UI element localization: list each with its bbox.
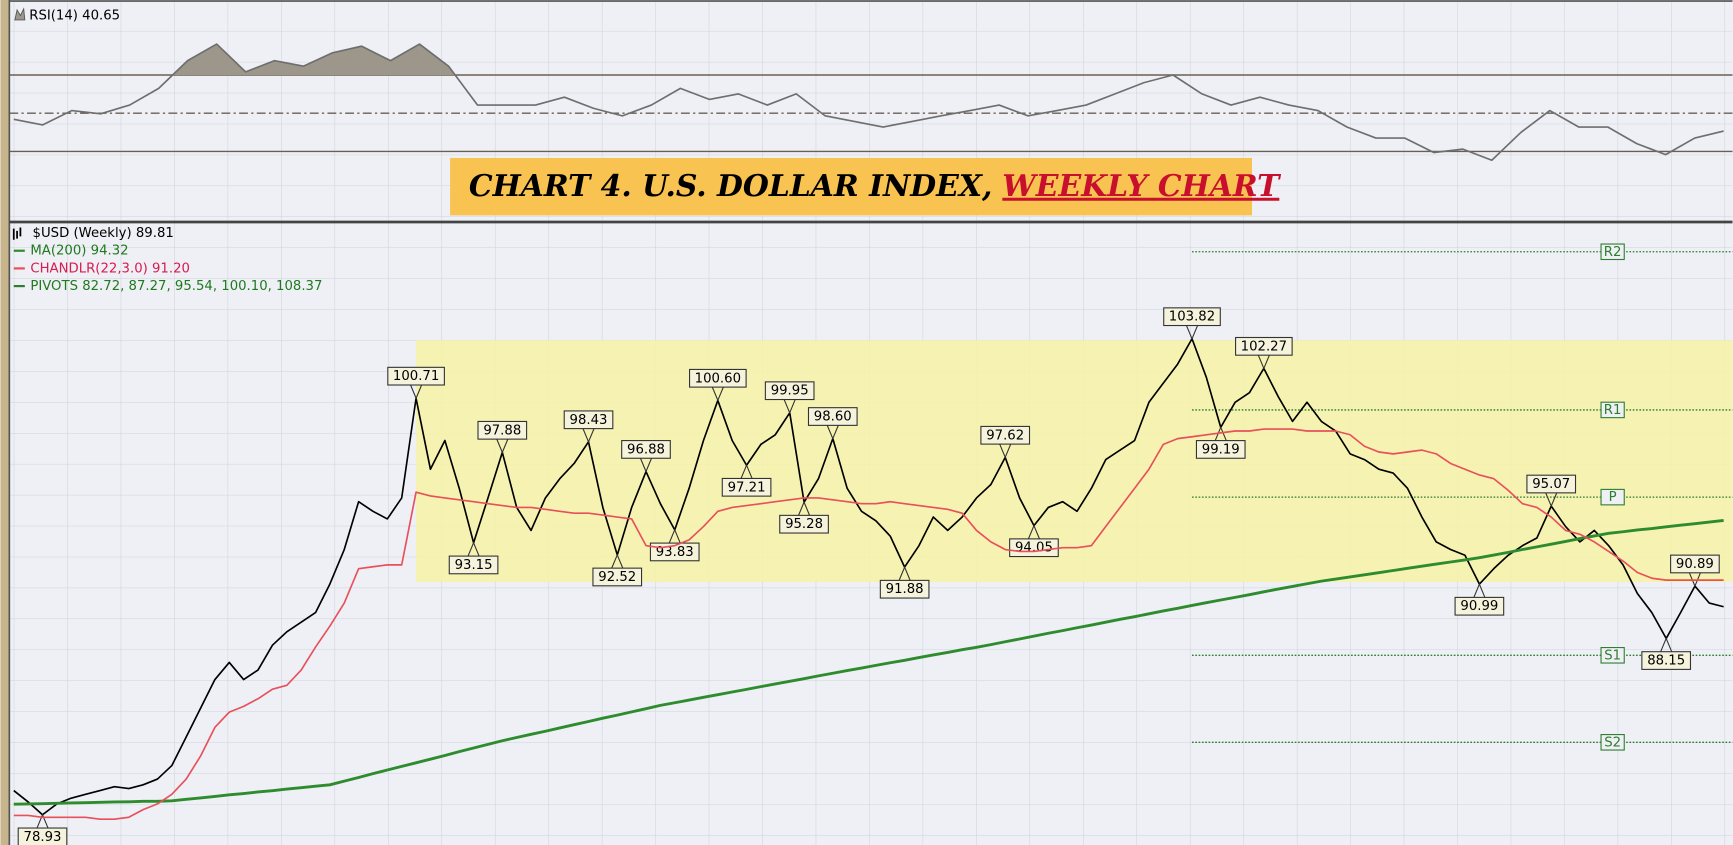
- label-box: [1454, 596, 1505, 616]
- highlight-band: [416, 340, 1733, 583]
- label-box: [1235, 336, 1293, 356]
- data-label: 90.99: [1460, 599, 1498, 614]
- label-box: [448, 555, 499, 575]
- data-label: 93.83: [656, 545, 694, 560]
- pivot-label-box: [1600, 243, 1625, 261]
- data-label: 97.21: [728, 480, 766, 495]
- price-icon: [12, 227, 22, 240]
- label-pointer: [1027, 524, 1040, 540]
- legend: $USD (Weekly) 89.81 MA(200) 94.32 CHANDLR(…: [12, 226, 322, 294]
- pivot-label-box: [1600, 734, 1625, 751]
- label-pointer: [999, 443, 1012, 459]
- data-label: 88.15: [1647, 654, 1685, 669]
- rsi-legend: RSI(14) 40.65: [29, 8, 120, 23]
- label-pointer: [1688, 572, 1701, 588]
- rsi-overbought-area: [13, 44, 1724, 76]
- label-box: [764, 381, 815, 401]
- data-label: 99.19: [1202, 442, 1240, 457]
- label-pointer: [826, 425, 839, 441]
- label-pointer: [1473, 582, 1486, 598]
- data-label: 94.05: [1015, 541, 1053, 556]
- pivot-label-box: [1600, 488, 1625, 506]
- label-pointer: [410, 384, 423, 400]
- title-emphasis: WEEKLY CHART: [1002, 169, 1281, 204]
- label-pointer: [1545, 492, 1558, 508]
- data-label: 92.52: [598, 570, 636, 585]
- data-label: 102.27: [1241, 339, 1287, 354]
- label-box: [1163, 307, 1221, 327]
- label-box: [387, 366, 445, 386]
- series-line: [13, 519, 1724, 806]
- title-main: CHART 4. U.S. DOLLAR INDEX,: [469, 169, 993, 204]
- pivot-label: S1: [1604, 648, 1621, 663]
- label-pointer: [1214, 425, 1227, 441]
- left-frame: [0, 0, 10, 845]
- label-box: [17, 827, 68, 845]
- label-box: [689, 368, 747, 388]
- data-label: 90.89: [1676, 557, 1714, 572]
- pivot-label: R1: [1604, 403, 1622, 418]
- label-pointer: [711, 386, 724, 402]
- label-box: [980, 425, 1031, 445]
- label-box: [592, 567, 643, 587]
- label-box: [807, 407, 858, 426]
- legend-entry: MA(200) 94.32: [30, 244, 128, 259]
- label-box: [1670, 554, 1720, 574]
- label-pointer: [496, 438, 509, 454]
- legend-entry: $USD (Weekly) 89.81: [33, 226, 174, 241]
- data-label: 97.62: [986, 428, 1024, 443]
- data-label: 100.71: [393, 369, 439, 384]
- label-box: [779, 514, 829, 534]
- label-pointer: [611, 553, 624, 569]
- label-box: [879, 579, 930, 599]
- label-pointer: [639, 458, 653, 473]
- series-line: [13, 337, 1724, 816]
- data-label: 95.07: [1532, 477, 1570, 492]
- data-label: 93.15: [455, 558, 493, 573]
- label-pointer: [798, 500, 811, 516]
- pivot-label: R2: [1604, 245, 1622, 260]
- data-label: 97.88: [483, 423, 521, 438]
- data-label: 78.93: [24, 830, 62, 845]
- pivot-label-box: [1600, 647, 1625, 664]
- label-box: [1526, 474, 1577, 494]
- label-box: [1195, 440, 1246, 459]
- pivot-label-box: [1600, 401, 1625, 419]
- series-line: [13, 428, 1724, 820]
- data-label: 98.43: [570, 413, 608, 428]
- data-label: 98.60: [814, 410, 852, 425]
- data-label: 100.60: [695, 371, 741, 386]
- label-pointer: [1185, 325, 1199, 341]
- pivot-label: S2: [1604, 735, 1621, 750]
- legend-entry: PIVOTS 82.72, 87.27, 95.54, 100.10, 108.…: [30, 279, 322, 294]
- chart-title: CHART 4. U.S. DOLLAR INDEX, WEEKLY CHART: [469, 169, 1281, 204]
- label-pointer: [36, 813, 49, 829]
- label-pointer: [783, 399, 796, 415]
- data-label: 103.82: [1169, 310, 1215, 325]
- data-label: 91.88: [886, 582, 924, 597]
- data-label: 95.28: [785, 517, 823, 532]
- data-label: 96.88: [627, 442, 665, 457]
- title-box: [450, 157, 1252, 216]
- label-pointer: [1660, 637, 1673, 652]
- rsi-icon: [14, 7, 26, 21]
- label-box: [1641, 651, 1692, 670]
- label-pointer: [582, 428, 595, 444]
- label-pointer: [1257, 354, 1270, 370]
- label-pointer: [668, 528, 681, 544]
- label-pointer: [898, 565, 911, 581]
- plot-layer: S2 S1 P R1 R2 78.93 100.71 93.15 97.88 98.43 92.52…: [13, 43, 1724, 845]
- label-box: [621, 440, 671, 459]
- data-label: 99.95: [771, 384, 809, 399]
- label-box: [721, 477, 772, 497]
- legend-entry: CHANDLR(22,3.0) 91.20: [30, 261, 190, 276]
- pivot-label: P: [1609, 490, 1617, 505]
- label-box: [563, 410, 614, 430]
- background-layer: [9, 74, 1733, 743]
- label-pointer: [467, 541, 480, 557]
- series-line: [13, 43, 1724, 162]
- label-pointer: [740, 463, 753, 479]
- label-box: [477, 420, 528, 440]
